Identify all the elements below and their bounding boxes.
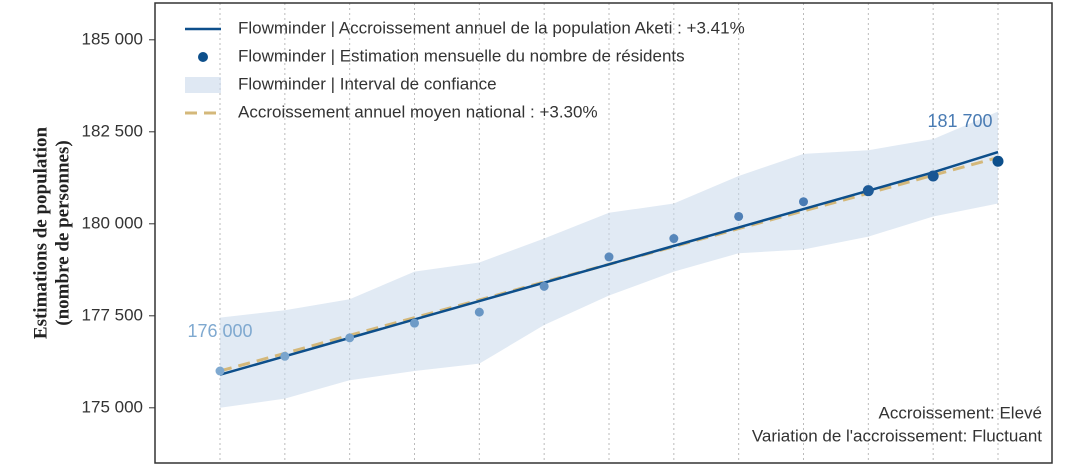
data-point bbox=[604, 252, 614, 262]
annotation: Accroissement: Elevé bbox=[879, 403, 1042, 422]
data-point bbox=[474, 307, 484, 317]
data-point bbox=[669, 234, 679, 244]
y-axis-title: Estimations de population bbox=[30, 126, 51, 339]
data-point bbox=[345, 333, 355, 343]
data-label: 181 700 bbox=[927, 111, 992, 131]
data-point bbox=[992, 155, 1004, 167]
legend-swatch bbox=[198, 52, 208, 62]
y-tick-label: 175 000 bbox=[82, 397, 143, 416]
data-label: 176 000 bbox=[187, 321, 252, 341]
data-point bbox=[862, 185, 874, 197]
plot-frame bbox=[154, 2, 1053, 464]
y-axis-title: (nombre de personnes) bbox=[52, 140, 73, 325]
legend-label: Flowminder | Accroissement annuel de la … bbox=[238, 18, 745, 37]
data-point bbox=[539, 281, 549, 291]
legend-swatch bbox=[185, 77, 221, 93]
data-point bbox=[215, 366, 225, 376]
y-tick-label: 180 000 bbox=[82, 213, 143, 232]
legend-label: Flowminder | Interval de confiance bbox=[238, 74, 497, 93]
legend-label: Accroissement annuel moyen national : +3… bbox=[238, 102, 598, 121]
data-point bbox=[280, 351, 290, 361]
data-point bbox=[799, 197, 808, 207]
legend-label: Flowminder | Estimation mensuelle du nom… bbox=[238, 46, 685, 65]
y-tick-label: 177 500 bbox=[82, 305, 143, 324]
data-point bbox=[410, 318, 419, 328]
data-point bbox=[734, 211, 744, 221]
y-tick-label: 185 000 bbox=[82, 29, 143, 48]
data-point bbox=[927, 170, 939, 182]
y-tick-label: 182 500 bbox=[82, 121, 143, 140]
annotation: Variation de l'accroissement: Fluctuant bbox=[752, 426, 1042, 445]
